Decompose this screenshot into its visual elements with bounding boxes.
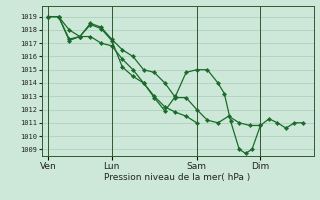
X-axis label: Pression niveau de la mer( hPa ): Pression niveau de la mer( hPa ) bbox=[104, 173, 251, 182]
